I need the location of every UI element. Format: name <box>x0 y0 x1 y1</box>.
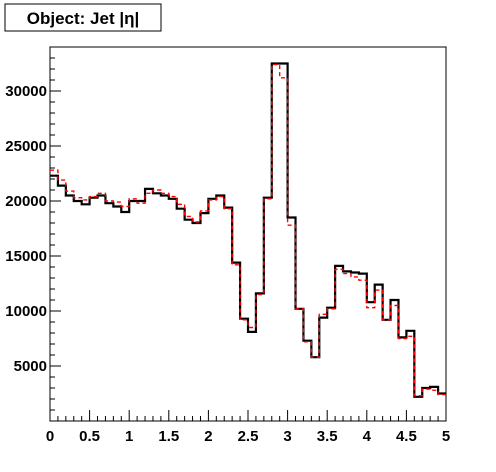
x-tick-label-4: 2 <box>204 428 212 445</box>
x-tick-label-3: 1.5 <box>158 428 179 445</box>
y-tick-label-0: 5000 <box>14 358 47 375</box>
y-tick-label-4: 25000 <box>5 138 47 155</box>
y-tick-label-3: 20000 <box>5 193 47 210</box>
chart-title-frame <box>4 3 162 32</box>
x-tick-label-6: 3 <box>283 428 291 445</box>
x-tick-label-2: 1 <box>125 428 133 445</box>
x-tick-label-9: 4.5 <box>396 428 417 445</box>
x-tick-label-5: 2.5 <box>238 428 259 445</box>
chart-title: Object: Jet |η| <box>27 9 139 28</box>
axis-ticks <box>49 57 447 421</box>
chart-title-box: Object: Jet |η| <box>4 3 162 32</box>
y-tick-label-5: 30000 <box>5 83 47 100</box>
x-tick-label-8: 4 <box>363 428 372 445</box>
y-tick-label-1: 10000 <box>5 303 47 320</box>
tick-labels: 0 0.5 1 1.5 2 2.5 3 3.5 4 4.5 5 5000 10000 15000 20000… <box>5 83 450 445</box>
x-tick-label-0: 0 <box>46 428 54 445</box>
series-layer <box>50 62 446 398</box>
x-tick-label-10: 5 <box>442 428 450 445</box>
x-tick-label-7: 3.5 <box>317 428 338 445</box>
x-tick-label-1: 0.5 <box>79 428 100 445</box>
series-line-1 <box>50 63 446 397</box>
y-tick-label-2: 15000 <box>5 248 47 265</box>
